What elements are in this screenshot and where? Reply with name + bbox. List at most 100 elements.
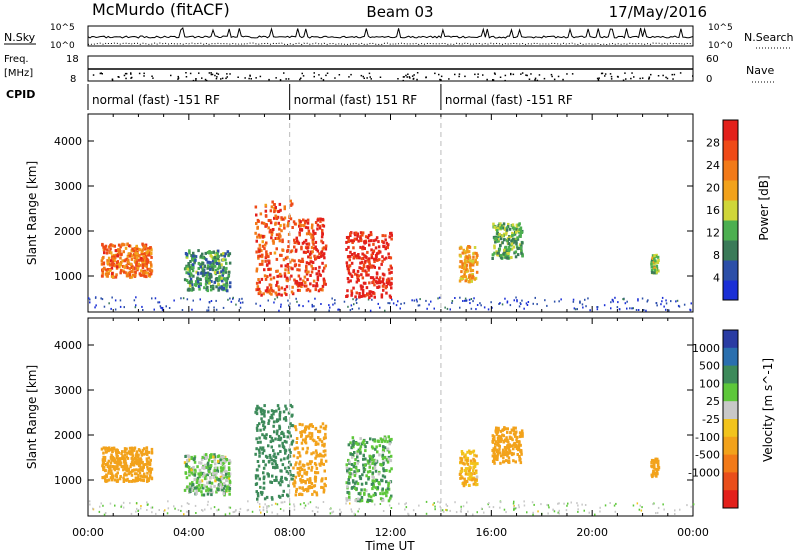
- echo-cell: [283, 287, 287, 291]
- echo-cell: [371, 276, 375, 280]
- noise-pixel: [282, 509, 285, 512]
- noise-pixel: [180, 509, 182, 512]
- echo-cell: [150, 252, 153, 255]
- nave-point: [215, 77, 218, 80]
- echo-cell: [383, 439, 386, 443]
- echo-cell: [372, 257, 376, 261]
- noise-pixel: [150, 506, 152, 509]
- noise-pixel: [428, 303, 430, 306]
- noise-pixel: [439, 505, 441, 508]
- echo-cell: [283, 207, 286, 211]
- echo-cell: [303, 240, 306, 244]
- echo-cell: [277, 292, 281, 296]
- echo-cell: [219, 483, 222, 487]
- echo-cell: [264, 259, 267, 263]
- nave-point: [130, 77, 132, 79]
- echo-cell: [133, 247, 137, 250]
- echo-cell: [123, 447, 127, 451]
- echo-cell: [207, 487, 210, 491]
- echo-cell: [278, 232, 281, 236]
- echo-cell: [321, 261, 324, 265]
- echo-cell: [373, 462, 377, 466]
- noise-pixel: [130, 512, 133, 515]
- echo-cell: [301, 260, 305, 263]
- echo-cell: [148, 461, 152, 465]
- echo-cell: [130, 446, 134, 450]
- echo-cell: [315, 454, 318, 458]
- echo-cell: [390, 277, 393, 281]
- echo-cell: [366, 470, 370, 474]
- echo-cell: [219, 458, 222, 462]
- echo-cell: [381, 492, 385, 496]
- echo-cell: [127, 468, 130, 472]
- echo-cell: [262, 420, 266, 424]
- echo-cell: [464, 467, 468, 471]
- noise-pixel: [166, 512, 169, 515]
- echo-cell: [505, 436, 508, 440]
- echo-cell: [355, 480, 358, 484]
- nave-point: [499, 76, 502, 78]
- echo-cell: [275, 283, 278, 287]
- noise-pixel: [142, 309, 144, 311]
- echo-cell: [191, 483, 195, 487]
- echo-cell: [310, 260, 313, 264]
- echo-cell: [104, 272, 108, 276]
- echo-cell: [199, 282, 202, 286]
- echo-cell: [360, 496, 364, 499]
- echo-cell: [365, 489, 368, 493]
- echo-cell: [146, 465, 149, 469]
- noise-pixel: [514, 507, 516, 510]
- nave-point: [195, 79, 197, 82]
- noise-pixel: [239, 301, 242, 304]
- noise-pixel: [572, 298, 575, 301]
- echo-cell: [145, 475, 148, 479]
- echo-cell: [265, 250, 268, 254]
- echo-cell: [388, 294, 392, 298]
- echo-cell: [138, 254, 141, 258]
- echo-cell: [257, 464, 261, 468]
- echo-cell: [502, 232, 506, 236]
- noise-pixel: [146, 509, 148, 511]
- noise-pixel: [624, 302, 627, 305]
- echo-cell: [117, 248, 120, 252]
- echo-cell: [502, 456, 505, 460]
- echo-cell: [512, 432, 516, 436]
- noise-pixel: [382, 510, 385, 512]
- noise-pixel: [288, 304, 290, 307]
- echo-cell: [265, 241, 268, 245]
- echo-cell: [293, 425, 297, 429]
- echo-cell: [314, 257, 318, 260]
- echo-cell: [290, 290, 294, 294]
- noise-pixel: [515, 507, 518, 510]
- freq-label-line2: [MHz]: [4, 68, 33, 79]
- echo-cell: [353, 481, 357, 485]
- nave-point: [454, 73, 456, 76]
- echo-cell: [273, 210, 276, 214]
- echo-cell: [315, 440, 318, 444]
- echo-cell: [350, 289, 353, 293]
- echo-cell: [460, 246, 463, 250]
- echo-cell: [222, 271, 225, 275]
- echo-cell: [304, 251, 307, 254]
- echo-cell: [378, 444, 382, 448]
- noise-pixel: [526, 304, 529, 306]
- echo-cell: [106, 465, 110, 469]
- echo-cell: [459, 254, 462, 258]
- echo-cell: [135, 252, 139, 256]
- nave-point: [474, 73, 476, 76]
- echo-cell: [134, 270, 137, 274]
- echo-cell: [466, 250, 469, 254]
- echo-cell: [194, 255, 198, 259]
- echo-cell: [202, 493, 206, 497]
- noise-pixel: [316, 510, 319, 513]
- echo-cell: [222, 286, 226, 290]
- echo-cell: [516, 236, 519, 240]
- echo-cell: [224, 472, 228, 476]
- echo-cell: [300, 282, 304, 286]
- echo-cell: [273, 251, 277, 255]
- noise-pixel: [400, 302, 402, 305]
- echo-cell: [355, 291, 358, 295]
- echo-cell: [255, 426, 259, 430]
- echo-cell: [109, 476, 113, 480]
